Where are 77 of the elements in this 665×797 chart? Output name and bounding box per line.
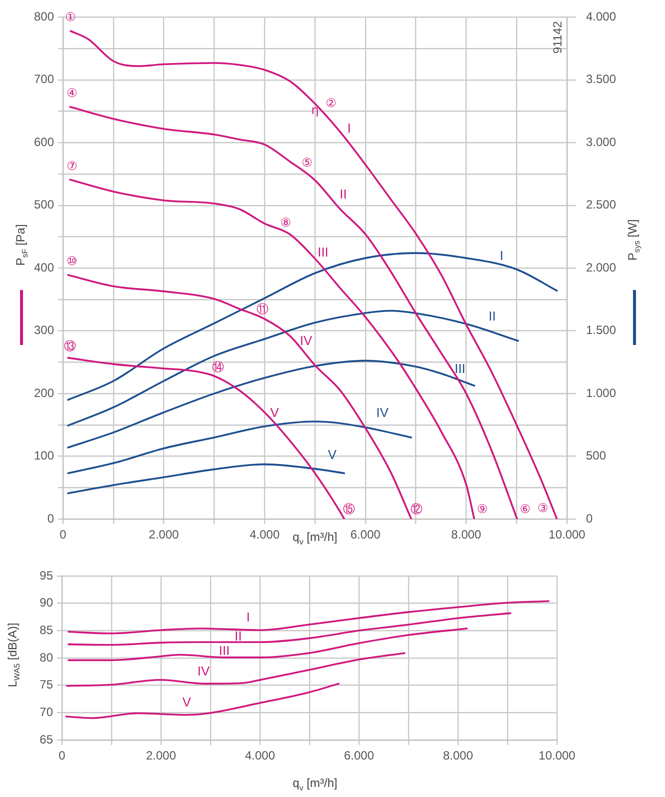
y-tick-label: 65 <box>40 732 54 746</box>
x-tick-label: 6.000 <box>344 748 374 763</box>
annotation: ⑤ <box>302 155 312 170</box>
y-tick-label: 85 <box>40 622 54 637</box>
series-label: II <box>234 628 242 644</box>
y-tick-label: 70 <box>40 704 54 719</box>
y2-tick-label: 1.000 <box>586 386 616 400</box>
y-tick-label: 200 <box>34 386 54 400</box>
y-tick-label: 90 <box>40 596 54 610</box>
x-tick-label: 2.000 <box>148 528 180 542</box>
x-tick-label: 4.000 <box>244 748 276 763</box>
y2-tick-label: 2.500 <box>586 198 616 212</box>
series-label: IV <box>376 405 389 420</box>
x-tick-label: 2.000 <box>146 748 176 763</box>
annotation: ⑩ <box>66 254 78 268</box>
y-tick-label: 0 <box>47 511 54 526</box>
series-label: V <box>328 446 337 462</box>
y-tick-label: 500 <box>34 198 54 212</box>
y-tick-label: 300 <box>34 323 54 338</box>
series-label: II <box>340 186 347 202</box>
y-tick-label: 400 <box>34 260 54 274</box>
series-label: V <box>270 404 280 420</box>
annotation: ⑦ <box>66 158 78 173</box>
x-tick-label: 6.000 <box>350 528 381 542</box>
line-series <box>65 682 340 720</box>
series-label: IV <box>300 332 312 348</box>
y2-tick-label: 500 <box>586 448 606 463</box>
x-tick-label: 0 <box>60 528 67 542</box>
x-tick-label: 4.000 <box>250 528 280 542</box>
annotation: ⑪ <box>256 302 269 316</box>
y-tick-label: 700 <box>34 72 54 86</box>
series-label: I <box>500 248 504 263</box>
y2-tick-label: 0 <box>586 511 593 526</box>
y2-tick-label: 3.500 <box>586 72 616 86</box>
y2-tick-label: 3.000 <box>586 134 616 149</box>
y-tick-label: 95 <box>40 568 54 582</box>
x-axis-title: q$_{v}$ [m³/h] <box>292 530 338 546</box>
series-label: I <box>347 120 352 136</box>
x-tick-label: 10.000 <box>538 748 576 763</box>
line-series <box>68 612 512 646</box>
annotation: ① <box>65 10 76 24</box>
line-series <box>67 420 412 474</box>
annotation: ⑧ <box>280 215 292 230</box>
series-label: I <box>246 610 250 625</box>
x-tick-label: 8.000 <box>442 748 474 763</box>
y-tick-label: 100 <box>34 448 54 463</box>
line-series <box>68 628 468 662</box>
series-label: II <box>488 308 496 324</box>
y2-tick-label: 2.000 <box>586 260 616 274</box>
line-series <box>67 463 346 494</box>
y-tick-label: 600 <box>34 134 54 149</box>
x-tick-label: 8.000 <box>451 528 482 542</box>
x-tick-label: 10.000 <box>548 528 586 542</box>
y-tick-label: 80 <box>40 650 54 664</box>
annotation: ② <box>326 96 336 110</box>
annotation: η <box>311 102 319 117</box>
annotation: 91142 <box>550 20 564 54</box>
annotation: ⑭ <box>212 360 224 374</box>
series-label: III <box>318 244 328 260</box>
y-tick-label: 75 <box>40 678 54 692</box>
x-tick-label: 0 <box>58 748 66 763</box>
series-label: III <box>218 643 230 658</box>
annotation: ④ <box>66 86 78 100</box>
x-axis-title: q$_{v}$ [m³/h] <box>292 776 338 792</box>
series-label: V <box>182 694 192 710</box>
series-label: III <box>454 361 466 376</box>
annotation: ③ <box>538 501 548 516</box>
y2-tick-label: 4.000 <box>586 10 616 24</box>
y-tick-label: 800 <box>34 10 54 24</box>
y2-tick-label: 1.500 <box>586 323 616 338</box>
series-label: IV <box>197 663 210 678</box>
line-series <box>67 360 476 448</box>
annotation: ⑥ <box>520 502 530 516</box>
annotation: ⑬ <box>64 338 76 353</box>
annotation: ⑮ <box>343 502 356 516</box>
annotation: ⑫ <box>410 502 422 516</box>
annotation: ⑨ <box>476 502 488 516</box>
